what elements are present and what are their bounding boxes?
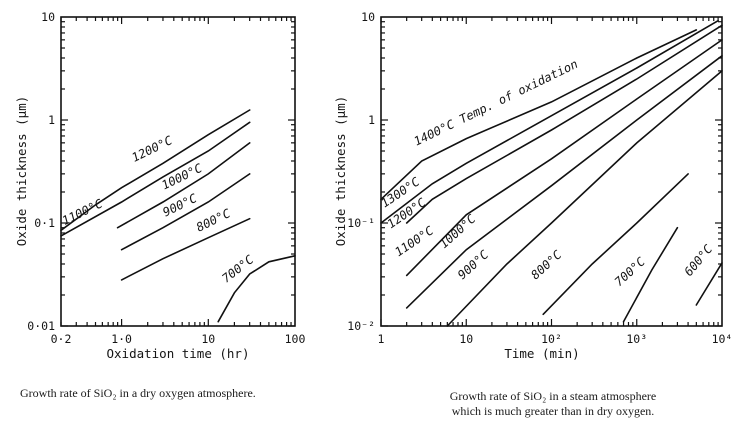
dry-y-tick-label: 0·01	[27, 319, 55, 333]
dry-series-1200c	[60, 109, 251, 232]
dry-x-tick-label: 0·2	[51, 332, 72, 346]
steam-series-1100c	[405, 39, 723, 277]
dry-plot-frame	[60, 16, 296, 327]
steam-plot-frame	[380, 16, 723, 327]
dry-label-700c: 700°C	[219, 252, 257, 286]
steam-x-tick-label: 10²	[541, 332, 562, 346]
dry-y-axis-title: Oxide thickness (µm)	[14, 96, 29, 247]
steam-series-1400c	[380, 29, 698, 201]
dry-label-900c: 900°C	[161, 191, 200, 220]
dry-series-1000c	[116, 142, 251, 229]
steam-y-tick-label: 10⁻¹	[347, 216, 375, 230]
steam-y-tick-label: 10⁻²	[347, 319, 375, 333]
dry-y-tick-label: 1	[48, 113, 55, 127]
dry-x-tick-label: 1·0	[111, 332, 132, 346]
dry-y-tick-label: 0·1	[34, 216, 55, 230]
dry-axis-ticks	[60, 17, 295, 327]
steam-x-tick-label: 10⁴	[712, 332, 733, 346]
steam-y-tick-label: 1	[368, 113, 375, 127]
dry-x-tick-label: 10	[201, 332, 215, 346]
steam-caption-line-2: which is much greater than in dry oxygen…	[452, 404, 655, 418]
steam-caption-line-1: Growth rate of SiO₂ in a steam atmospher…	[450, 389, 656, 403]
steam-series-700c	[622, 226, 679, 323]
steam-x-tick-label: 1	[378, 332, 385, 346]
steam-series-1000c	[405, 54, 723, 309]
dry-x-tick-label: 100	[285, 332, 306, 346]
steam-y-axis-title: Oxide thickness (µm)	[333, 96, 348, 247]
steam-series-600c	[695, 262, 723, 306]
steam-y-tick-label: 10	[361, 10, 375, 24]
dry-x-axis-title: Oxidation time (hr)	[107, 346, 250, 361]
steam-label-700c: 700°C	[612, 254, 649, 289]
steam-series-900c	[446, 70, 723, 327]
dry-label-800c: 800°C	[194, 206, 233, 235]
steam-series-800c	[542, 173, 689, 316]
steam-chart: 1 10 10² 10³ 10⁴ 10⁻² 10⁻¹ 1 10 1400°C Temp. of …	[333, 10, 732, 418]
steam-series-1300c	[380, 19, 719, 224]
dry-series-group	[60, 109, 296, 323]
steam-x-tick-label: 10³	[626, 332, 647, 346]
steam-tick-labels: 1 10 10² 10³ 10⁴ 10⁻² 10⁻¹ 1 10	[347, 10, 732, 346]
steam-x-axis-title: Time (min)	[504, 346, 579, 361]
dry-tick-labels: 0·2 1·0 10 100 0·01 0·1 1 10	[27, 10, 305, 346]
steam-label-600c: 600°C	[681, 242, 715, 279]
steam-series-1200c	[405, 24, 723, 224]
dry-y-tick-label: 10	[41, 10, 55, 24]
steam-series-group	[380, 19, 723, 327]
dry-series-700c	[217, 255, 296, 323]
steam-curve-labels: 1400°C Temp. of oxidation1300°C1200°C110…	[378, 57, 715, 289]
dry-series-900c	[120, 173, 251, 251]
steam-x-tick-label: 10	[459, 332, 473, 346]
steam-label-1400c-temp-of-oxidation: 1400°C Temp. of oxidation	[412, 57, 580, 149]
steam-label-800c: 800°C	[528, 247, 565, 282]
dry-series-800c	[120, 217, 251, 281]
steam-label-1100c: 1100°C	[392, 223, 436, 259]
steam-label-900c: 900°C	[455, 247, 492, 282]
dry-series-1100c	[60, 121, 251, 237]
steam-axis-ticks	[380, 17, 722, 327]
dry-caption: Growth rate of SiO₂ in a dry oxygen atmo…	[20, 386, 256, 400]
